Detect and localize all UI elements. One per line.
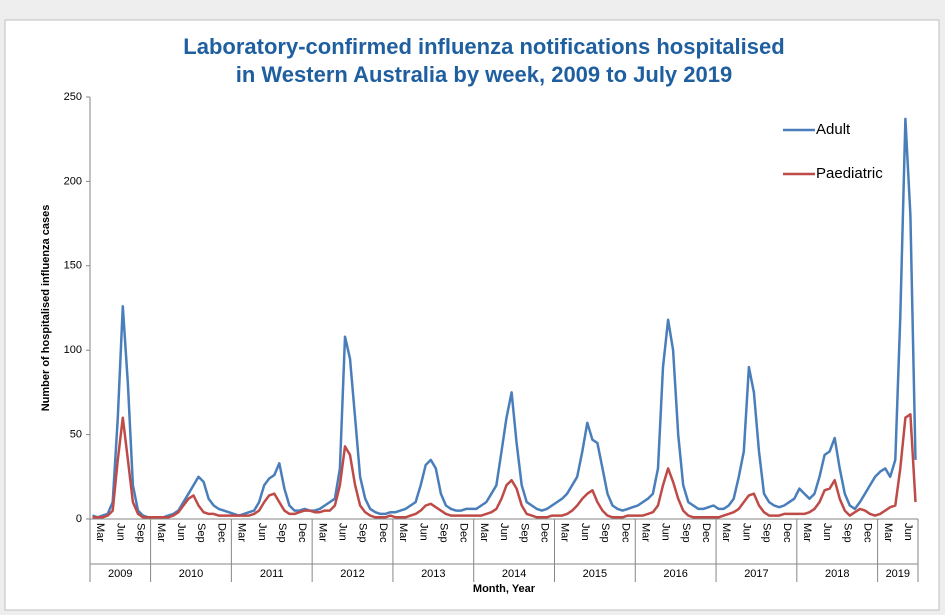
x-year-label: 2011: [260, 568, 284, 580]
x-month-label: Sep: [599, 523, 611, 543]
x-month-label: Sep: [135, 523, 147, 543]
x-month-label: Mar: [882, 523, 894, 542]
x-month-label: Mar: [316, 523, 328, 542]
x-month-label: Mar: [559, 523, 571, 542]
series-line: [92, 117, 917, 519]
y-tick-label: 150: [64, 260, 82, 272]
x-year-label: 2018: [825, 568, 849, 580]
y-axis-title: Number of hospitalised influenza cases: [40, 205, 52, 412]
x-month-label: Mar: [478, 523, 490, 542]
x-month-label: Dec: [619, 523, 631, 543]
x-year-label: 2013: [421, 568, 445, 580]
x-month-label: Jun: [337, 523, 349, 541]
x-month-label: Mar: [94, 523, 106, 542]
x-month-label: Sep: [438, 523, 450, 543]
x-month-label: Jun: [579, 523, 591, 541]
x-month-label: Jun: [498, 523, 510, 541]
x-month-label: Dec: [377, 523, 389, 543]
chart-title: in Western Australia by week, 2009 to Ju…: [236, 62, 732, 87]
x-month-label: Dec: [781, 523, 793, 543]
x-month-label: Mar: [801, 523, 813, 542]
x-month-label: Mar: [397, 523, 409, 542]
x-year-label: 2010: [179, 568, 203, 580]
legend-label: Adult: [816, 121, 851, 138]
y-tick-label: 100: [64, 344, 82, 356]
x-year-label: 2014: [502, 568, 526, 580]
x-year-label: 2017: [744, 568, 768, 580]
x-month-label: Sep: [841, 523, 853, 543]
x-month-label: Jun: [902, 523, 914, 541]
x-month-label: Dec: [458, 523, 470, 543]
x-month-label: Dec: [862, 523, 874, 543]
x-year-label: 2012: [340, 568, 364, 580]
y-tick-label: 250: [64, 91, 82, 103]
x-month-label: Sep: [761, 523, 773, 543]
x-month-label: Jun: [660, 523, 672, 541]
x-month-label: Jun: [114, 523, 126, 541]
y-tick-label: 50: [70, 429, 82, 441]
x-month-label: Sep: [195, 523, 207, 543]
x-month-label: Jun: [821, 523, 833, 541]
x-month-label: Dec: [700, 523, 712, 543]
x-year-label: 2015: [583, 568, 607, 580]
x-axis-title: Month, Year: [473, 583, 536, 595]
x-month-label: Jun: [175, 523, 187, 541]
x-month-label: Sep: [518, 523, 530, 543]
x-month-label: Jun: [256, 523, 268, 541]
x-month-label: Dec: [215, 523, 227, 543]
chart-panel: [4, 19, 940, 611]
y-tick-label: 0: [76, 513, 82, 525]
x-month-label: Jun: [740, 523, 752, 541]
y-tick-label: 200: [64, 175, 82, 187]
x-month-label: Jun: [417, 523, 429, 541]
x-month-label: Dec: [296, 523, 308, 543]
chart-title: Laboratory-confirmed influenza notificat…: [183, 34, 784, 59]
legend-label: Paediatric: [816, 165, 883, 182]
series-line: [92, 413, 917, 519]
x-month-label: Sep: [357, 523, 369, 543]
x-month-label: Sep: [276, 523, 288, 543]
x-year-label: 2016: [663, 568, 687, 580]
x-year-label: 2009: [108, 568, 132, 580]
x-month-label: Mar: [155, 523, 167, 542]
x-month-label: Mar: [720, 523, 732, 542]
x-month-label: Sep: [680, 523, 692, 543]
x-year-label: 2019: [886, 568, 910, 580]
x-month-label: Dec: [538, 523, 550, 543]
x-month-label: Mar: [236, 523, 248, 542]
x-month-label: Mar: [639, 523, 651, 542]
